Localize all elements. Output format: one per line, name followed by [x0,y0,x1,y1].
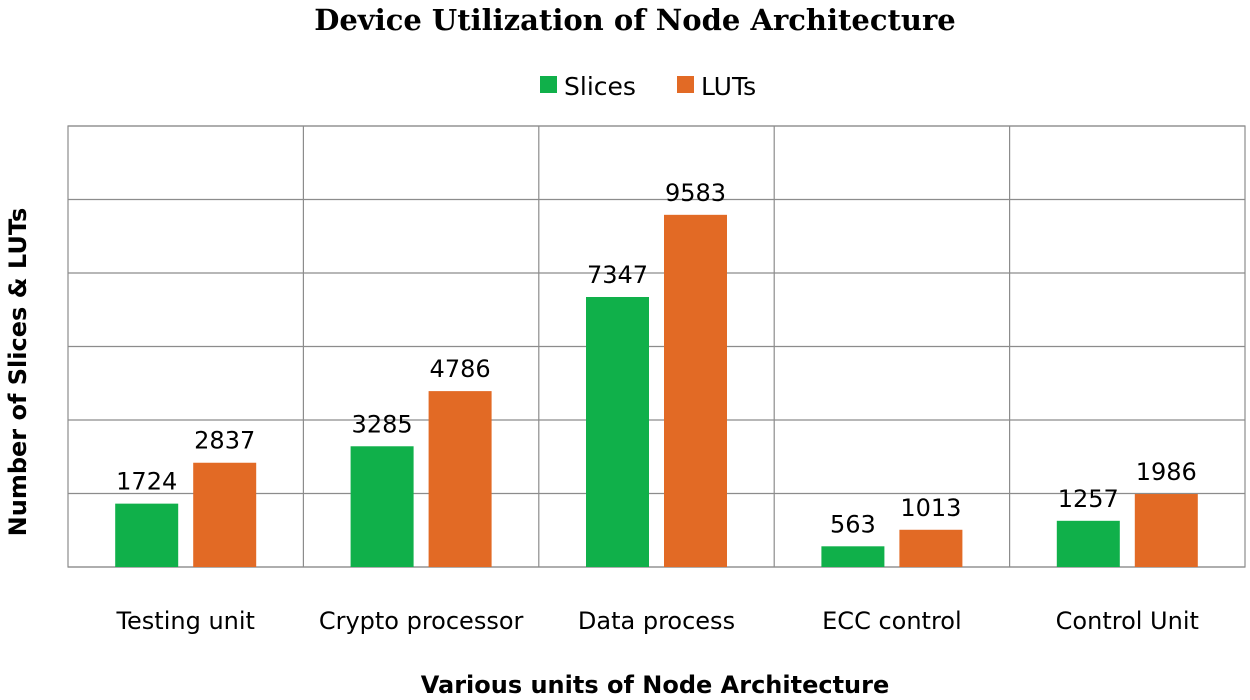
bar-luts [664,214,727,567]
x-tick-label: Crypto processor [319,607,524,635]
data-label-luts: 9583 [665,179,726,207]
plot-border [67,125,1246,568]
bar-slices [115,503,179,567]
legend: Slices LUTs [540,72,756,101]
legend-swatch-slices [540,76,557,93]
bar-luts [899,529,963,567]
data-label-luts: 4786 [430,355,491,383]
data-label-luts: 1013 [900,494,961,522]
legend-label-luts: LUTs [701,72,756,101]
data-label-luts: 2837 [194,427,255,455]
x-axis-title: Various units of Node Architecture [421,671,890,699]
data-label-slices: 1724 [116,468,177,496]
data-label-slices: 563 [830,510,876,538]
bar-slices [821,546,885,567]
bar-luts [428,391,492,567]
x-tick-label: Testing unit [115,607,255,635]
legend-label-slices: Slices [564,72,636,101]
x-tick-label: Control Unit [1056,607,1199,635]
bar-slices [1056,520,1120,567]
bar-luts [193,462,257,567]
legend-swatch-luts [677,76,694,93]
x-tick-label: ECC control [822,607,962,635]
data-label-luts: 1986 [1136,458,1197,486]
chart-title: Device Utilization of Node Architecture [314,3,955,37]
bar-slices [350,446,414,567]
bar-slices [586,296,649,567]
y-axis-title: Number of Slices & LUTs [4,208,32,537]
data-label-slices: 3285 [352,410,413,438]
plot-area: 1724 2837 Testing unit 3285 4786 Crypto proce… [67,125,1246,635]
data-label-slices: 7347 [587,261,648,289]
data-label-slices: 1257 [1058,485,1119,513]
bar-luts [1134,494,1198,567]
x-tick-label: Data process [578,607,735,635]
